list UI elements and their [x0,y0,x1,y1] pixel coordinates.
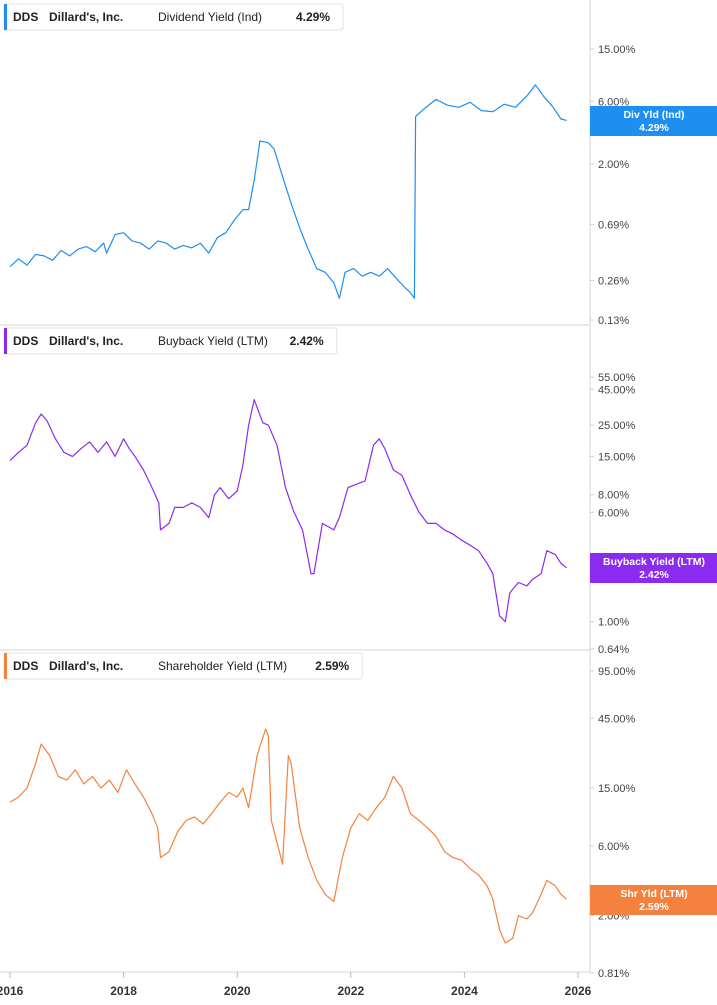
legend-metric: Dividend Yield (Ind) [158,10,262,24]
legend-ticker: DDS [13,334,38,348]
x-tick-label: 2018 [110,984,137,998]
y-tick-label: 6.00% [598,96,629,108]
y-tick-label: 0.69% [598,220,629,232]
value-badge: Shr Yld (LTM)2.59% [590,885,717,915]
x-tick-label: 2016 [0,984,24,998]
legend-metric: Buyback Yield (LTM) [158,334,268,348]
legend-ticker: DDS [13,10,38,24]
legend-company: Dillard's, Inc. [49,334,123,348]
value-badge-value: 4.29% [639,122,669,134]
y-tick-label: 8.00% [598,490,629,502]
legend-current-value: 2.59% [315,659,349,673]
legend-color-bar [4,4,7,30]
legend-metric: Shareholder Yield (LTM) [158,659,287,673]
y-tick-label: 0.81% [598,968,629,980]
legend-header: DDS Dillard's, Inc. Buyback Yield (LTM) 2.4… [3,327,338,355]
series-line [9,84,567,299]
legend-current-value: 2.42% [290,334,324,348]
value-badge-label: Div Yld (Ind) [623,109,684,121]
panel-1: 15.00% 6.00% 2.00% 0.69% 0.26% 0.13% DDS Dillar… [3,3,717,327]
y-tick-label: 45.00% [598,713,636,725]
legend-company: Dillard's, Inc. [49,10,123,24]
panels: 15.00% 6.00% 2.00% 0.69% 0.26% 0.13% DDS Dillar… [3,3,717,980]
panel-3: 95.00%45.00%15.00%6.00%2.00%0.81%DDS Dill… [3,652,717,980]
x-tick-label: 2026 [565,984,592,998]
value-badge-value: 2.42% [639,569,669,581]
y-tick-label: 55.00% [598,372,636,384]
value-badge-label: Shr Yld (LTM) [620,888,687,900]
y-tick-label: 95.00% [598,666,636,678]
legend-header: DDS Dillard's, Inc. Dividend Yield (Ind) 4.… [3,3,344,31]
series-line [9,728,567,944]
value-badge-bg [590,553,717,583]
value-badge-value: 2.59% [639,901,669,913]
value-badge-bg [590,106,717,136]
x-tick-label: 2022 [337,984,364,998]
legend-header: DDS Dillard's, Inc. Shareholder Yield (LTM… [3,652,363,680]
legend-color-bar [4,328,7,354]
y-tick-label: 6.00% [598,507,629,519]
legend-ticker: DDS [13,659,38,673]
series-line [9,399,567,623]
x-tick-label: 2024 [451,984,478,998]
y-tick-label: 6.00% [598,841,629,853]
legend-company: Dillard's, Inc. [49,659,123,673]
y-tick-label: 0.64% [598,644,629,656]
panel-2: 55.00%45.00% 25.00% 15.00% 8.00% 6.00% 1.00% 0… [3,327,717,656]
y-tick-label: 15.00% [598,44,636,56]
x-axis: 2016 2018 2020 2022 2024 2026 [0,972,592,998]
value-badge: Buyback Yield (LTM)2.42% [590,553,717,583]
legend-color-bar [4,653,7,679]
y-tick-label: 45.00% [598,384,636,396]
value-badge-label: Buyback Yield (LTM) [603,556,705,568]
legend-current-value: 4.29% [296,10,330,24]
y-tick-label: 1.00% [598,617,629,629]
y-tick-label: 0.26% [598,275,629,287]
value-badge: Div Yld (Ind)4.29% [590,106,717,136]
value-badge-bg [590,885,717,915]
y-tick-label: 0.13% [598,315,629,327]
y-tick-label: 15.00% [598,783,636,795]
x-tick-label: 2020 [224,984,251,998]
y-tick-label: 25.00% [598,420,636,432]
y-tick-label: 15.00% [598,451,636,463]
y-tick-label: 2.00% [598,159,629,171]
